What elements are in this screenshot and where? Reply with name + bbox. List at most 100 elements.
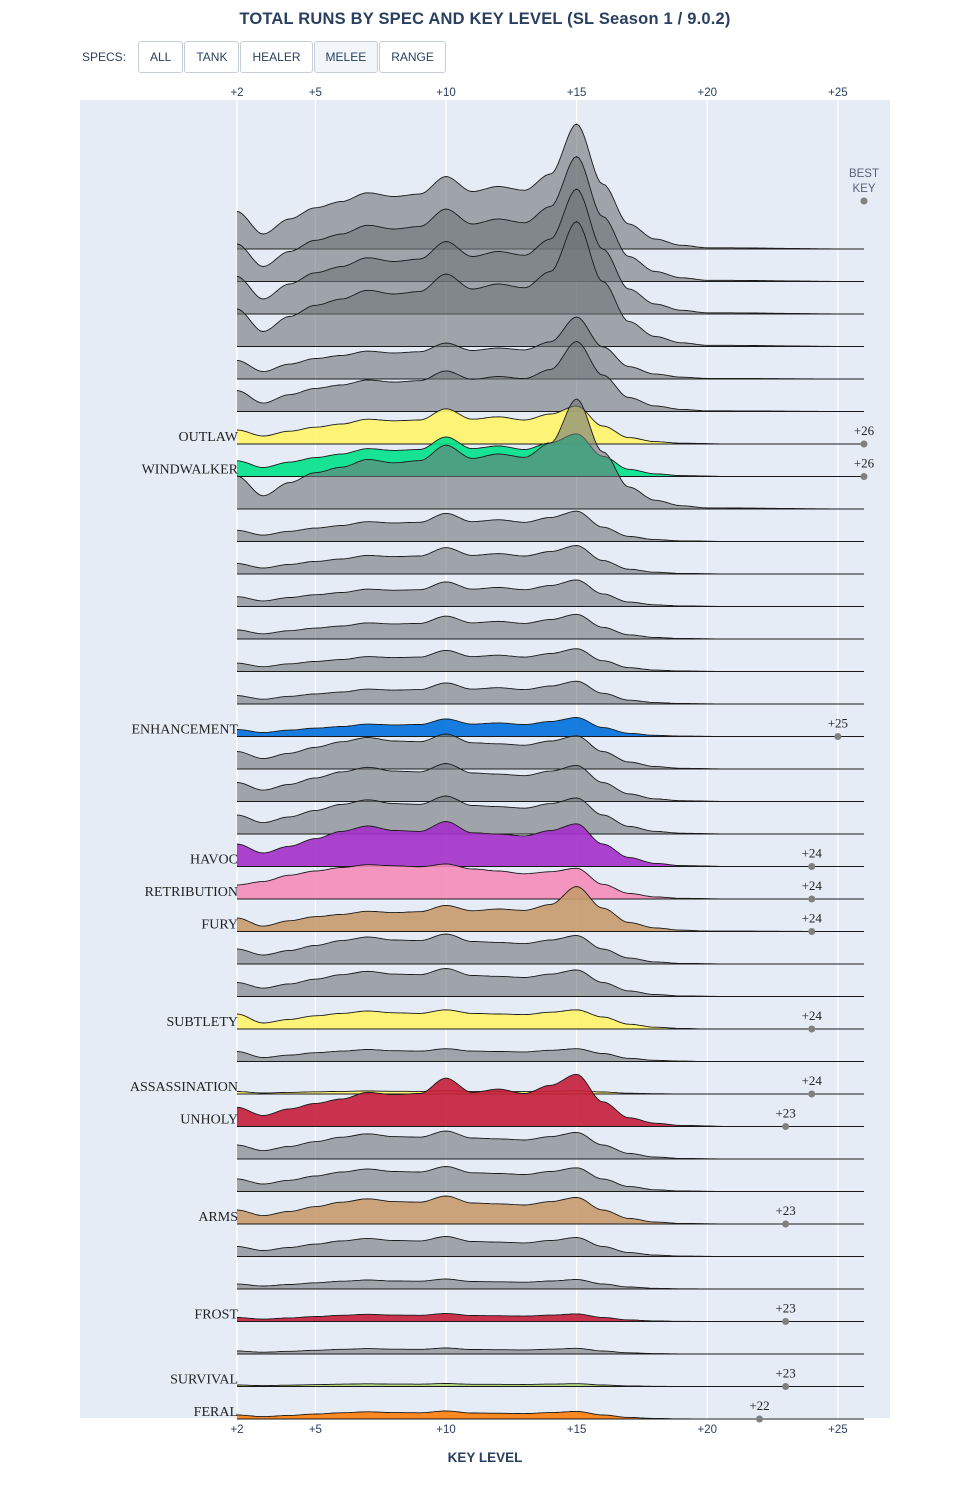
ridge-area-other-12	[237, 614, 864, 639]
ridge-area-other-29	[237, 1166, 864, 1192]
top-tick-label-4: +20	[697, 87, 717, 99]
chart-title: TOTAL RUNS BY SPEC AND KEY LEVEL (SL Sea…	[239, 10, 731, 28]
best-key-label-subtlety: +24	[802, 1008, 823, 1023]
top-tick-label-0: +2	[230, 87, 243, 99]
spec-label-fury: FURY	[201, 918, 238, 933]
spec-label-unholy: UNHOLY	[180, 1113, 238, 1128]
bottom-tick-label-4: +20	[697, 1424, 717, 1436]
spec-label-arms: ARMS	[198, 1210, 238, 1225]
ridge-area-arms	[237, 1196, 864, 1224]
best-key-marker-survival	[782, 1383, 790, 1390]
ridge-area-enhancement	[237, 717, 864, 737]
specs-label: SPECS:	[82, 50, 127, 64]
ridge-line-other-4	[236, 316, 864, 380]
best-key-label-frost: +23	[775, 1301, 795, 1316]
ridge-area-other-23	[237, 968, 864, 997]
best-key-marker-unholy	[782, 1123, 790, 1130]
ridge-area-havoc	[237, 821, 864, 867]
ridge-area-other-14	[237, 681, 864, 704]
ridge-line-other-5	[236, 341, 864, 412]
ridge-area-other-11	[237, 579, 864, 607]
ridge-area-other-16	[237, 734, 864, 769]
top-tick-label-1: +5	[309, 87, 322, 99]
ridge-line-other-2	[236, 188, 864, 315]
best-key-header-line1: BEST	[849, 168, 879, 180]
ridge-area-other-31	[237, 1236, 864, 1257]
ridge-area-other-13	[237, 648, 864, 672]
ridge-area-subtlety	[237, 1009, 864, 1029]
filter-melee-button[interactable]: MELEE	[313, 41, 379, 73]
best-key-header-line2: KEY	[852, 183, 875, 195]
top-tick-label-3: +15	[567, 87, 587, 99]
ridge-area-other-17	[237, 763, 864, 802]
top-tick-label-2: +10	[436, 87, 456, 99]
ridge-area-outlaw	[237, 406, 864, 444]
best-key-marker-fury	[808, 928, 816, 935]
best-key-marker-arms	[782, 1220, 790, 1228]
best-key-marker-feral	[756, 1415, 763, 1423]
best-key-marker-frost	[782, 1318, 790, 1325]
ridge-area-other-32	[237, 1279, 864, 1289]
best-key-label-survival: +23	[775, 1366, 795, 1381]
spec-label-subtlety: SUBTLETY	[166, 1015, 238, 1030]
filter-tank-button[interactable]: TANK	[184, 41, 240, 73]
ridge-line-other-0	[236, 123, 864, 250]
best-key-marker-enhancement	[834, 733, 842, 740]
ridge-line-other-8	[236, 398, 864, 510]
top-tick-label-5: +25	[828, 87, 848, 99]
ridge-area-other-1	[237, 156, 864, 282]
spec-label-survival: SURVIVAL	[170, 1373, 238, 1388]
ridge-area-other-25	[237, 1048, 864, 1062]
filter-all-button[interactable]: ALL	[138, 41, 184, 73]
best-key-label-arms: +23	[775, 1203, 795, 1218]
ridge-area-other-18	[237, 796, 864, 834]
filter-healer-button[interactable]: HEALER	[240, 41, 313, 73]
ridge-area-other-9	[237, 511, 864, 542]
best-key-label-unholy: +23	[775, 1106, 795, 1121]
ridge-area-retribution	[237, 864, 864, 899]
best-key-marker-windwalker	[860, 473, 868, 480]
spec-label-windwalker: WINDWALKER	[142, 463, 239, 478]
ridge-area-other-28	[237, 1131, 864, 1159]
ridge-line-other-1	[236, 155, 864, 282]
ridge-area-other-10	[237, 545, 864, 574]
best-key-label-windwalker: +26	[854, 456, 875, 471]
best-key-label-feral: +22	[749, 1398, 769, 1413]
bottom-tick-label-0: +2	[230, 1424, 243, 1436]
best-key-marker-havoc	[808, 863, 816, 870]
bottom-tick-label-5: +25	[828, 1424, 848, 1436]
spec-label-assassination: ASSASSINATION	[130, 1080, 238, 1095]
best-key-label-fury: +24	[802, 911, 823, 926]
best-key-label-retribution: +24	[802, 878, 823, 893]
bottom-tick-label-3: +15	[567, 1424, 587, 1436]
spec-label-frost: FROST	[194, 1308, 238, 1323]
spec-label-outlaw: OUTLAW	[178, 430, 238, 445]
best-key-label-outlaw: +26	[854, 423, 875, 438]
bottom-tick-label-2: +10	[436, 1424, 456, 1436]
spec-filter-group: ALL TANK HEALER MELEE RANGE	[138, 41, 447, 73]
ridge-area-other-5	[237, 341, 864, 412]
ridge-area-other-0	[237, 124, 864, 249]
best-key-marker-subtlety	[808, 1025, 816, 1033]
ridge-area-unholy	[237, 1074, 864, 1127]
spec-label-feral: FERAL	[194, 1405, 238, 1420]
ridge-area-fury	[237, 886, 864, 932]
best-key-label-assassination: +24	[802, 1073, 823, 1088]
filter-range-button[interactable]: RANGE	[379, 41, 446, 73]
best-key-label-havoc: +24	[802, 846, 823, 861]
ridge-area-other-22	[237, 934, 864, 964]
best-key-marker-retribution	[808, 895, 816, 903]
spec-label-enhancement: ENHANCEMENT	[131, 723, 238, 738]
ridge-area-other-8	[237, 399, 864, 509]
best-key-marker-assassination	[808, 1090, 816, 1098]
bottom-tick-label-1: +5	[309, 1424, 322, 1436]
ridge-area-other-4	[237, 317, 864, 379]
x-axis-label: KEY LEVEL	[448, 1450, 523, 1465]
spec-label-retribution: RETRIBUTION	[145, 885, 238, 900]
best-key-marker-outlaw	[860, 440, 868, 448]
x-ticks: +2 +2 +5 +5 +10 +10 +15 +15 +20 +20 +25 +25	[230, 87, 847, 1436]
best-key-label-enhancement: +25	[828, 716, 848, 731]
best-key-header-marker	[860, 197, 868, 205]
ridge-area-other-2	[237, 189, 864, 314]
